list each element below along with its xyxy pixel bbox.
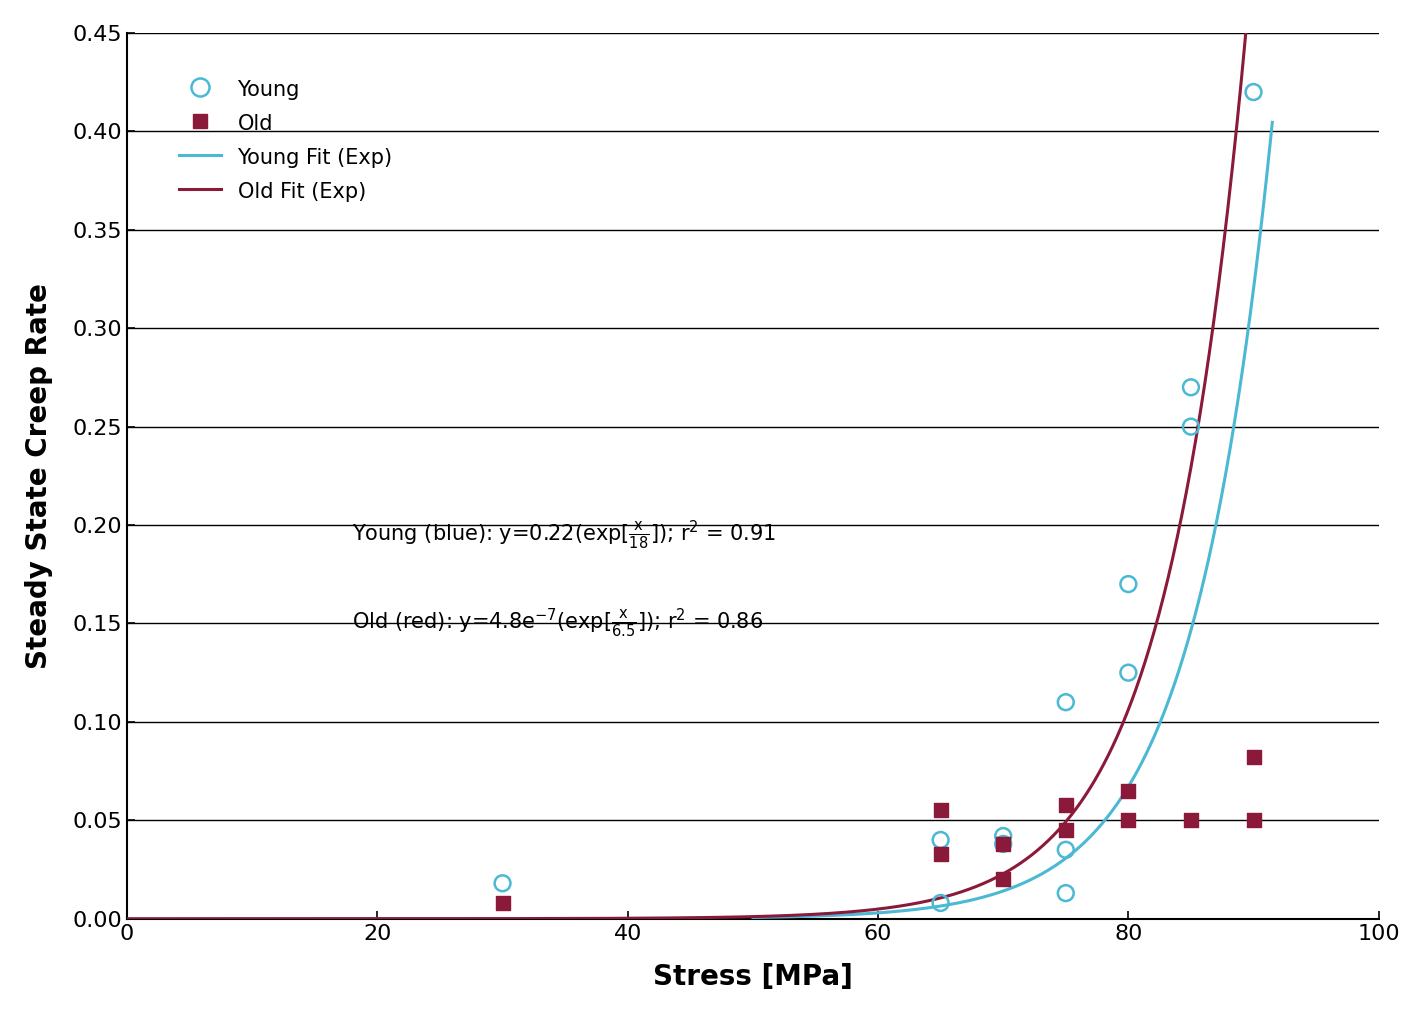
- Young: [1054, 841, 1077, 858]
- Young: [1117, 664, 1140, 681]
- Old: [992, 836, 1015, 852]
- Old: [1243, 749, 1265, 765]
- Text: Old (red): y=4.8e$^{-7}$(exp[$\mathregular{\frac{x}{6.5}}$]); r$^2$ = 0.86: Old (red): y=4.8e$^{-7}$(exp[$\mathregul…: [352, 607, 764, 640]
- Old: [1054, 797, 1077, 813]
- Old: [992, 871, 1015, 887]
- Young: [992, 836, 1015, 852]
- Text: Young (blue): y=0.22(exp[$\mathregular{\frac{x}{18}}$]); r$^2$ = 0.91: Young (blue): y=0.22(exp[$\mathregular{\…: [352, 518, 777, 552]
- Old: [1117, 812, 1140, 828]
- Old Fit (Exp): [623, 912, 640, 925]
- Line: Young Fit (Exp): Young Fit (Exp): [752, 122, 1273, 917]
- Young Fit (Exp): [744, 911, 761, 924]
- Old: [1117, 782, 1140, 799]
- Old Fit (Exp): [1012, 858, 1029, 870]
- Young: [1117, 576, 1140, 592]
- Young: [492, 875, 514, 891]
- Old Fit (Exp): [1032, 841, 1049, 853]
- Young Fit (Exp): [995, 885, 1012, 897]
- Young Fit (Exp): [1026, 872, 1043, 884]
- Old Fit (Exp): [581, 912, 598, 925]
- Old: [492, 895, 514, 911]
- X-axis label: Stress [MPa]: Stress [MPa]: [653, 963, 852, 991]
- Young Fit (Exp): [1264, 116, 1281, 128]
- Y-axis label: Steady State Creep Rate: Steady State Creep Rate: [26, 282, 53, 669]
- Young: [929, 832, 952, 848]
- Young: [1243, 84, 1265, 101]
- Young Fit (Exp): [1251, 232, 1268, 244]
- Young Fit (Exp): [990, 886, 1007, 898]
- Young: [929, 895, 952, 911]
- Line: Old Fit (Exp): Old Fit (Exp): [127, 0, 1273, 918]
- Old Fit (Exp): [235, 912, 252, 925]
- Old: [1054, 822, 1077, 838]
- Old: [1243, 812, 1265, 828]
- Young: [1054, 885, 1077, 901]
- Young Fit (Exp): [1053, 854, 1070, 867]
- Young: [1180, 379, 1203, 395]
- Old: [929, 845, 952, 862]
- Young Fit (Exp): [1170, 665, 1187, 678]
- Young: [992, 828, 1015, 844]
- Old Fit (Exp): [905, 898, 922, 910]
- Old: [929, 803, 952, 819]
- Old: [1180, 812, 1203, 828]
- Legend: Young, Old, Young Fit (Exp), Old Fit (Exp): Young, Old, Young Fit (Exp), Old Fit (Ex…: [162, 61, 409, 218]
- Old Fit (Exp): [118, 912, 135, 925]
- Young: [1180, 419, 1203, 435]
- Young: [1054, 694, 1077, 710]
